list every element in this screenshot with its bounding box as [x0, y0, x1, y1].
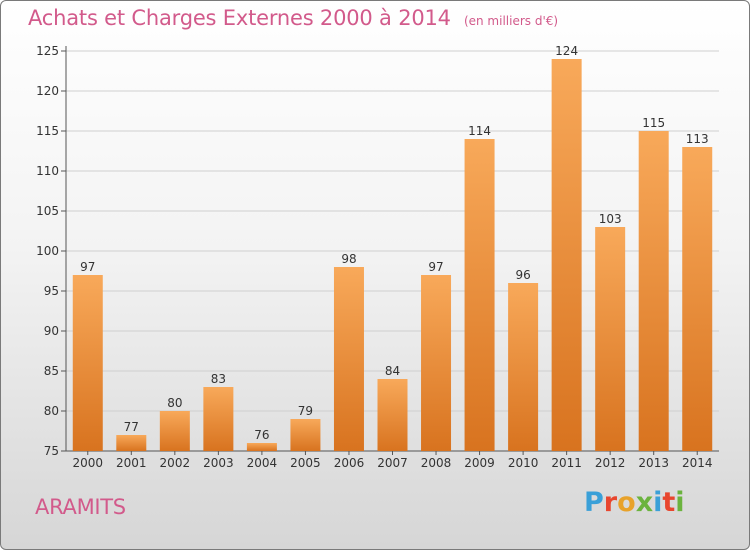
x-tick-label: 2002 [160, 456, 191, 470]
bar-2013 [638, 131, 669, 451]
data-label: 124 [555, 44, 578, 58]
logo-letter: x [635, 487, 654, 518]
bar-2011 [551, 59, 582, 451]
proxiti-logo: Proxiti [584, 487, 685, 518]
bar-2001 [116, 435, 147, 451]
data-label: 76 [254, 428, 269, 442]
bars [72, 59, 713, 451]
logo-letter: P [584, 487, 604, 518]
data-label: 83 [211, 372, 226, 386]
chart-subtitle: (en milliers d'€) [463, 14, 559, 28]
y-tick-label: 110 [36, 164, 59, 178]
x-tick-label: 2014 [682, 456, 713, 470]
y-tick-label: 105 [36, 204, 59, 218]
logo-letter: i [675, 487, 685, 518]
x-tick-label: 2011 [551, 456, 582, 470]
data-label: 77 [124, 420, 139, 434]
y-tick-label: 100 [36, 244, 59, 258]
bar-2005 [290, 419, 321, 451]
data-label: 113 [686, 132, 709, 146]
y-tick-label: 120 [36, 84, 59, 98]
logo-letter: t [662, 487, 676, 518]
y-tick-label: 95 [44, 284, 59, 298]
x-tick-label: 2013 [638, 456, 669, 470]
x-tick-label: 2001 [116, 456, 147, 470]
data-label: 103 [599, 212, 622, 226]
data-label: 96 [515, 268, 530, 282]
x-tick-label: 2004 [247, 456, 278, 470]
commune-name: ARAMITS [35, 495, 126, 519]
data-label: 79 [298, 404, 313, 418]
bar-2003 [203, 387, 234, 451]
bar-2000 [72, 275, 103, 451]
title-row: Achats et Charges Externes 2000 à 2014 (… [28, 6, 558, 30]
bar-2004 [246, 443, 277, 451]
data-label: 80 [167, 396, 182, 410]
x-tick-label: 2000 [72, 456, 103, 470]
bar-2008 [421, 275, 452, 451]
y-tick-label: 125 [36, 44, 59, 58]
bar-2002 [159, 411, 190, 451]
y-tick-label: 85 [44, 364, 59, 378]
bar-2010 [508, 283, 539, 451]
x-tick-label: 2008 [421, 456, 452, 470]
x-tick-label: 2006 [334, 456, 365, 470]
x-tick-label: 2005 [290, 456, 321, 470]
x-tick-label: 2003 [203, 456, 234, 470]
x-tick-label: 2007 [377, 456, 408, 470]
data-label: 114 [468, 124, 491, 138]
bar-2007 [377, 379, 408, 451]
data-label: 97 [428, 260, 443, 274]
x-tick-label: 2009 [464, 456, 495, 470]
y-tick-label: 90 [44, 324, 59, 338]
bar-2012 [595, 227, 626, 451]
data-label: 115 [642, 116, 665, 130]
y-tick-label: 115 [36, 124, 59, 138]
bar-2014 [682, 147, 713, 451]
y-tick-label: 75 [44, 444, 59, 458]
chart-title: Achats et Charges Externes 2000 à 2014 [28, 6, 451, 30]
logo-letter: o [617, 487, 636, 518]
logo-letter: i [653, 487, 663, 518]
data-labels: 97 77 80 83 76 79 98 84 97 114 96 124 103 115 113 [80, 44, 709, 442]
data-label: 97 [80, 260, 95, 274]
data-label: 84 [385, 364, 400, 378]
bar-2006 [333, 267, 364, 451]
bar-2009 [464, 139, 495, 451]
data-label: 98 [341, 252, 356, 266]
logo-letter: r [603, 487, 618, 518]
y-tick-label: 80 [44, 404, 59, 418]
x-tick-label: 2012 [595, 456, 626, 470]
x-tick-label: 2010 [508, 456, 539, 470]
